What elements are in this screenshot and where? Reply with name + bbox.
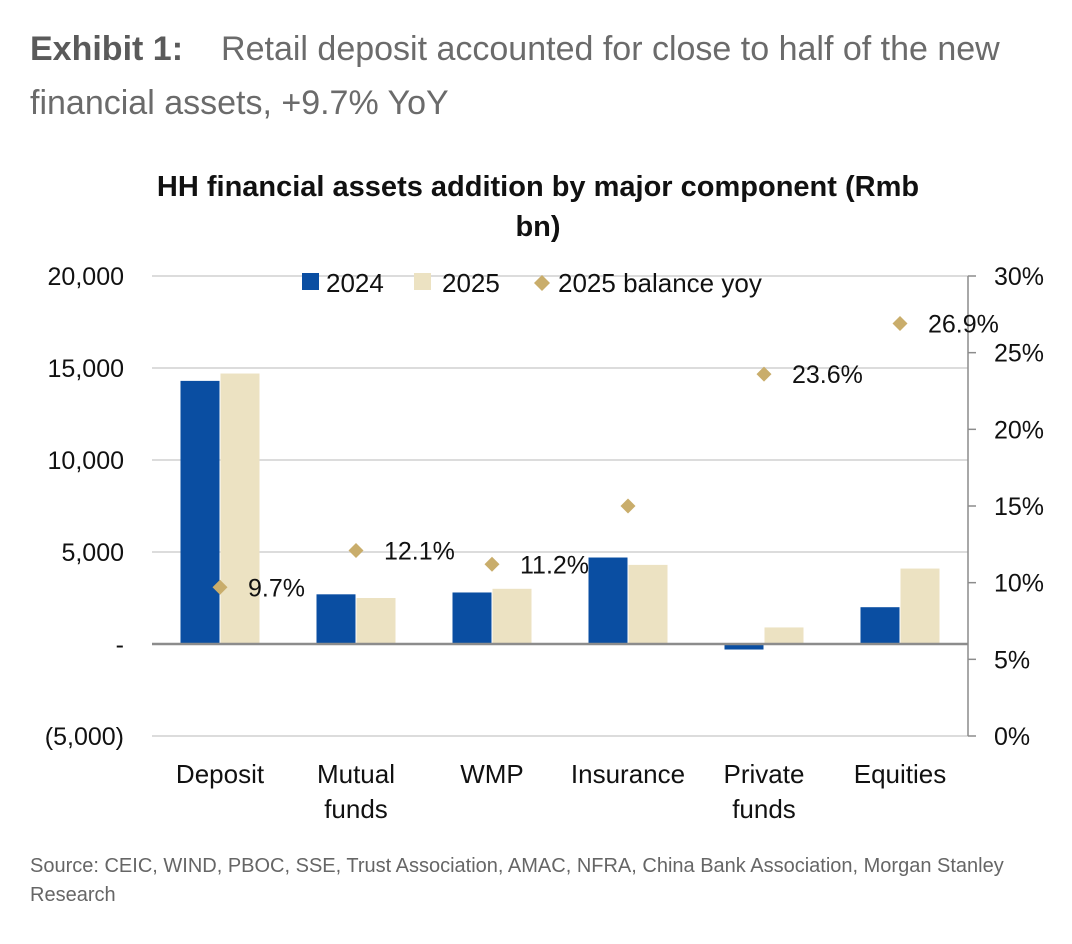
chart-title: HH financial assets addition by major co… — [157, 171, 919, 203]
yoy-data-label: 11.2% — [520, 551, 589, 579]
bar-2024 — [180, 380, 220, 644]
category-label: funds — [732, 794, 796, 824]
exhibit-caption: Exhibit 1: Retail deposit accounted for c… — [30, 22, 1050, 130]
exhibit-label: Exhibit 1: — [30, 30, 184, 68]
y-right-tick-label: 10% — [994, 570, 1044, 598]
y-right-tick-label: 0% — [994, 723, 1030, 751]
legend-marker-yoy — [534, 275, 550, 291]
y-left-tick-label: - — [116, 631, 124, 659]
category-label: WMP — [460, 759, 524, 789]
chart-title: bn) — [515, 211, 560, 243]
bar-2024 — [452, 592, 492, 644]
yoy-marker — [756, 366, 772, 382]
y-left-tick-label: 5,000 — [61, 539, 124, 567]
category-label: Insurance — [571, 759, 685, 789]
y-right-tick-label: 30% — [994, 263, 1044, 291]
y-left-tick-label: 10,000 — [48, 447, 124, 475]
legend-label-2024: 2024 — [326, 268, 384, 298]
bar-2024 — [588, 557, 628, 644]
source-note: Source: CEIC, WIND, PBOC, SSE, Trust Ass… — [30, 855, 1004, 906]
bar-2025 — [492, 588, 532, 644]
legend-swatch-2025 — [414, 273, 431, 290]
bar-2025 — [356, 598, 396, 644]
legend-label-yoy: 2025 balance yoy — [558, 268, 762, 298]
exhibit-text: Retail deposit accounted for close to ha… — [30, 30, 1000, 122]
yoy-marker — [484, 556, 500, 572]
yoy-data-label: 23.6% — [792, 361, 863, 389]
bar-2025 — [628, 564, 668, 644]
yoy-marker — [892, 316, 908, 332]
legend-swatch-2024 — [302, 273, 319, 290]
yoy-marker — [348, 542, 364, 558]
bar-2024 — [860, 607, 900, 644]
bar-2025 — [220, 373, 260, 644]
category-label: Mutual — [317, 759, 395, 789]
y-right-tick-label: 20% — [994, 416, 1044, 444]
category-label: Equities — [854, 759, 947, 789]
bar-2024 — [724, 644, 764, 650]
y-right-tick-label: 5% — [994, 646, 1030, 674]
bar-2025 — [764, 627, 804, 644]
category-label: funds — [324, 794, 388, 824]
bar-2024 — [316, 594, 356, 644]
y-right-tick-label: 15% — [994, 493, 1044, 521]
bar-2025 — [900, 568, 940, 644]
y-left-tick-label: (5,000) — [45, 723, 124, 751]
y-right-tick-label: 25% — [994, 340, 1044, 368]
yoy-marker — [212, 579, 228, 595]
chart: HH financial assets addition by major co… — [45, 171, 1044, 824]
legend-label-2025: 2025 — [442, 268, 500, 298]
yoy-marker — [620, 498, 636, 514]
category-label: Deposit — [176, 759, 265, 789]
y-left-tick-label: 15,000 — [48, 355, 124, 383]
y-left-tick-label: 20,000 — [48, 263, 124, 291]
yoy-data-label: 9.7% — [248, 574, 305, 602]
category-label: Private — [724, 759, 805, 789]
yoy-data-label: 12.1% — [384, 537, 455, 565]
yoy-data-label: 26.9% — [928, 311, 999, 339]
